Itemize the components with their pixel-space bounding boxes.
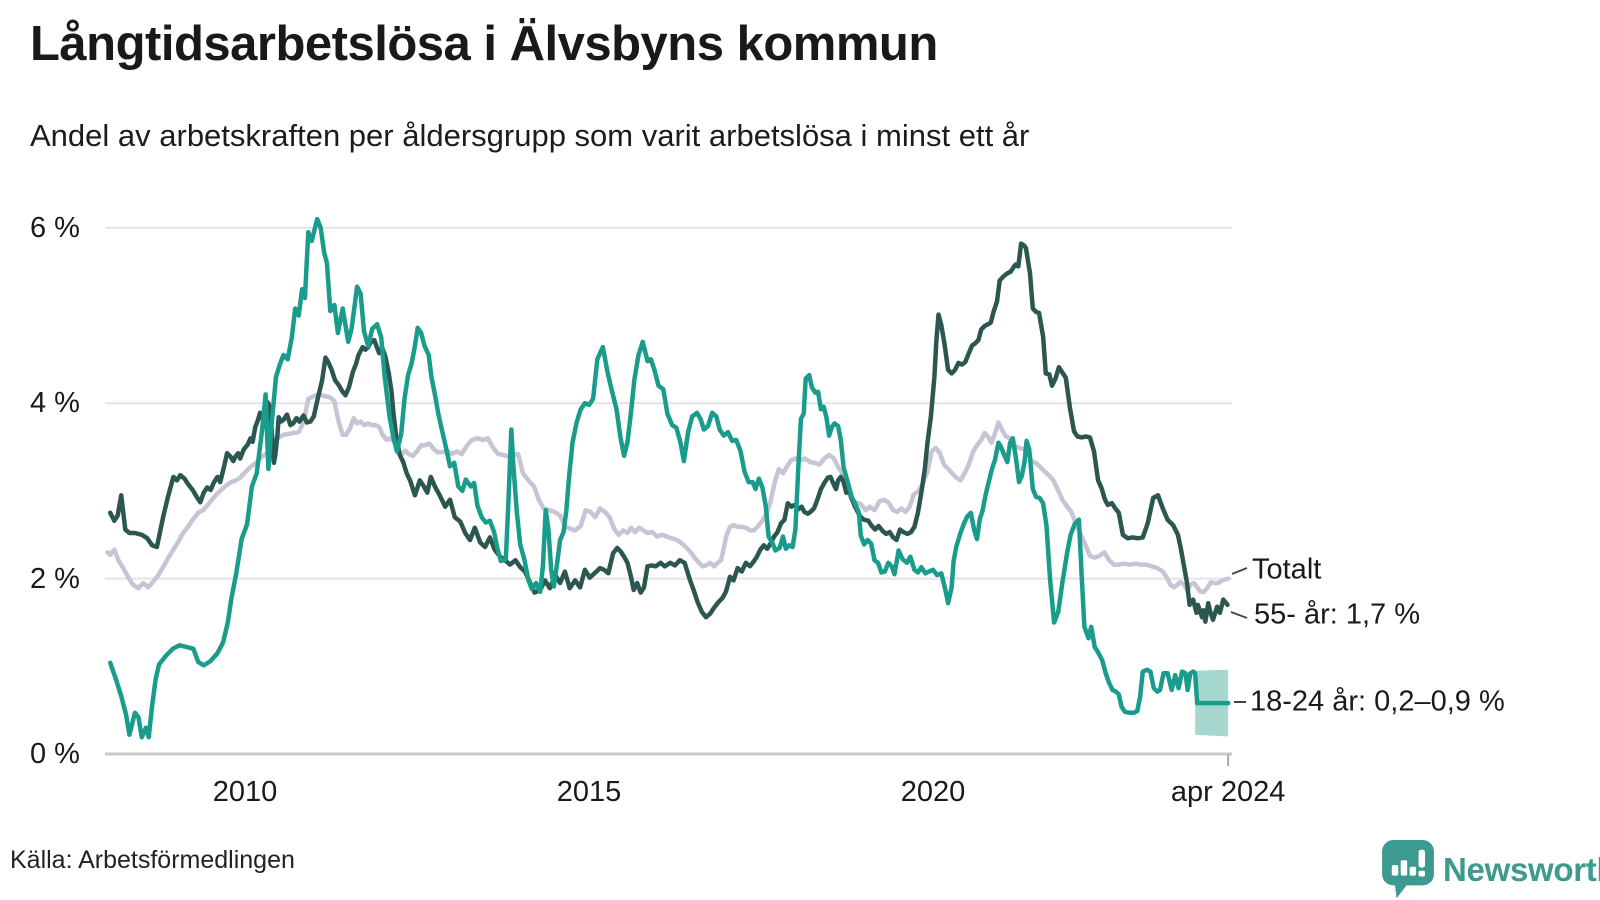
y-axis-tick-6: 6 % <box>30 211 80 244</box>
x-axis-tick-2010: 2010 <box>212 776 278 808</box>
x-axis-tick-apr-2024: apr 2024 <box>1170 776 1286 808</box>
label-connector-0 <box>1231 567 1248 575</box>
series-line-Totalt <box>105 392 1231 595</box>
series-end-label-18-24-ar: 18-24 år: 0,2–0,9 % <box>1250 685 1505 718</box>
chart-subtitle: Andel av arbetskraften per åldersgrupp s… <box>30 118 1030 153</box>
newsworthy-brand: Newsworthy <box>1382 840 1600 900</box>
y-axis-tick-4: 4 % <box>30 387 80 420</box>
y-axis-tick-0: 0 % <box>30 738 80 770</box>
source-attribution: Källa: Arbetsförmedlingen <box>10 846 295 874</box>
page-title: Långtidsarbetslösa i Älvsbyns kommun <box>30 17 938 71</box>
y-axis-tick-2: 2 % <box>30 562 80 595</box>
label-connector-1 <box>1230 611 1248 619</box>
x-axis-tick-2015: 2015 <box>556 776 622 808</box>
newsworthy-wordmark: Newsworthy <box>1443 851 1600 888</box>
series-end-label-totalt: Totalt <box>1252 553 1322 586</box>
series-line-18-24-år <box>107 216 1231 740</box>
newsworthy-logo-icon <box>1382 840 1434 899</box>
series-line-55--år <box>107 241 1230 624</box>
series-end-label-55-ar: 55- år: 1,7 % <box>1254 598 1421 631</box>
x-axis-tick-2020: 2020 <box>900 776 966 808</box>
